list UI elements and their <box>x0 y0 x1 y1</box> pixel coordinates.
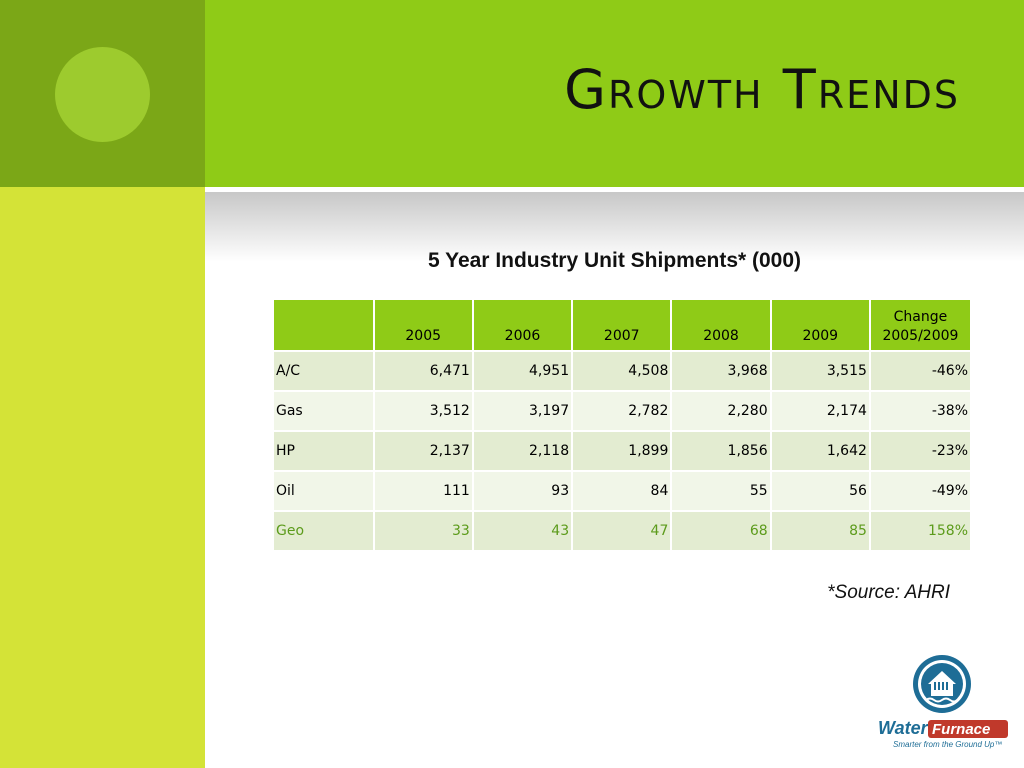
table-header-row: 2005 2006 2007 2008 2009 Change 2005/200… <box>272 298 973 352</box>
title-band: Growth Trends <box>205 0 1024 187</box>
table-cell: 85 <box>769 510 871 552</box>
header-cell-2009: 2009 <box>769 298 871 352</box>
table-row: Oil 111 93 84 55 56 -49% <box>272 470 973 512</box>
decorative-circle <box>55 47 150 142</box>
header-cell-empty <box>272 298 375 352</box>
row-label: HP <box>272 430 375 472</box>
header-cell-2007: 2007 <box>571 298 673 352</box>
shipments-table: 2005 2006 2007 2008 2009 Change 2005/200… <box>272 298 973 552</box>
table-cell: -23% <box>868 430 973 472</box>
table-cell: 111 <box>372 470 474 512</box>
table-cell: 56 <box>769 470 871 512</box>
table-title: 5 Year Industry Unit Shipments* (000) <box>427 249 802 272</box>
table-cell: 4,508 <box>571 350 673 392</box>
logo-red-tag <box>928 720 1008 738</box>
row-label: A/C <box>272 350 375 392</box>
table-cell: 3,512 <box>372 390 474 432</box>
table-cell: 158% <box>868 510 973 552</box>
table-cell: 6,471 <box>372 350 474 392</box>
table-cell: 84 <box>571 470 673 512</box>
table-row: Gas 3,512 3,197 2,782 2,280 2,174 -38% <box>272 390 973 432</box>
header-cell-change: Change 2005/2009 <box>868 298 973 352</box>
table-cell: -49% <box>868 470 973 512</box>
table-row: A/C 6,471 4,951 4,508 3,968 3,515 -46% <box>272 350 973 392</box>
title-divider <box>205 187 1024 192</box>
table-cell: 2,137 <box>372 430 474 472</box>
table-cell: 1,856 <box>670 430 772 472</box>
row-label: Geo <box>272 510 375 552</box>
table-cell: 4,951 <box>471 350 574 392</box>
header-cell-2005: 2005 <box>372 298 474 352</box>
table-cell: 3,515 <box>769 350 871 392</box>
logo-text-water: Water <box>878 718 929 738</box>
table-cell: 1,899 <box>571 430 673 472</box>
table-cell: 33 <box>372 510 474 552</box>
waterfurnace-logo: Water Furnace <box>878 655 1008 738</box>
table-cell: 68 <box>670 510 772 552</box>
table-cell: -38% <box>868 390 973 432</box>
row-label: Oil <box>272 470 375 512</box>
table-cell: 47 <box>571 510 673 552</box>
table-cell: 3,968 <box>670 350 772 392</box>
table-cell: 2,118 <box>471 430 574 472</box>
table-cell: 93 <box>471 470 574 512</box>
table-cell: 2,782 <box>571 390 673 432</box>
table-cell: 55 <box>670 470 772 512</box>
table-cell: 2,280 <box>670 390 772 432</box>
table-row: Geo 33 43 47 68 85 158% <box>272 510 973 552</box>
table-cell: 1,642 <box>769 430 871 472</box>
table-cell: 43 <box>471 510 574 552</box>
header-cell-2008: 2008 <box>670 298 772 352</box>
table-row: HP 2,137 2,118 1,899 1,856 1,642 -23% <box>272 430 973 472</box>
table-cell: -46% <box>868 350 973 392</box>
table-cell: 3,197 <box>471 390 574 432</box>
table-cell: 2,174 <box>769 390 871 432</box>
source-note: *Source: AHRI <box>827 582 950 603</box>
left-bottom-panel <box>0 187 205 768</box>
logo-text-furnace: Furnace <box>932 721 990 738</box>
header-cell-2006: 2006 <box>471 298 574 352</box>
gray-gradient-band <box>205 192 1024 262</box>
logo-tagline: Smarter from the Ground Up™ <box>893 740 1003 749</box>
row-label: Gas <box>272 390 375 432</box>
slide-title: Growth Trends <box>564 58 960 121</box>
house-icon <box>913 655 971 713</box>
